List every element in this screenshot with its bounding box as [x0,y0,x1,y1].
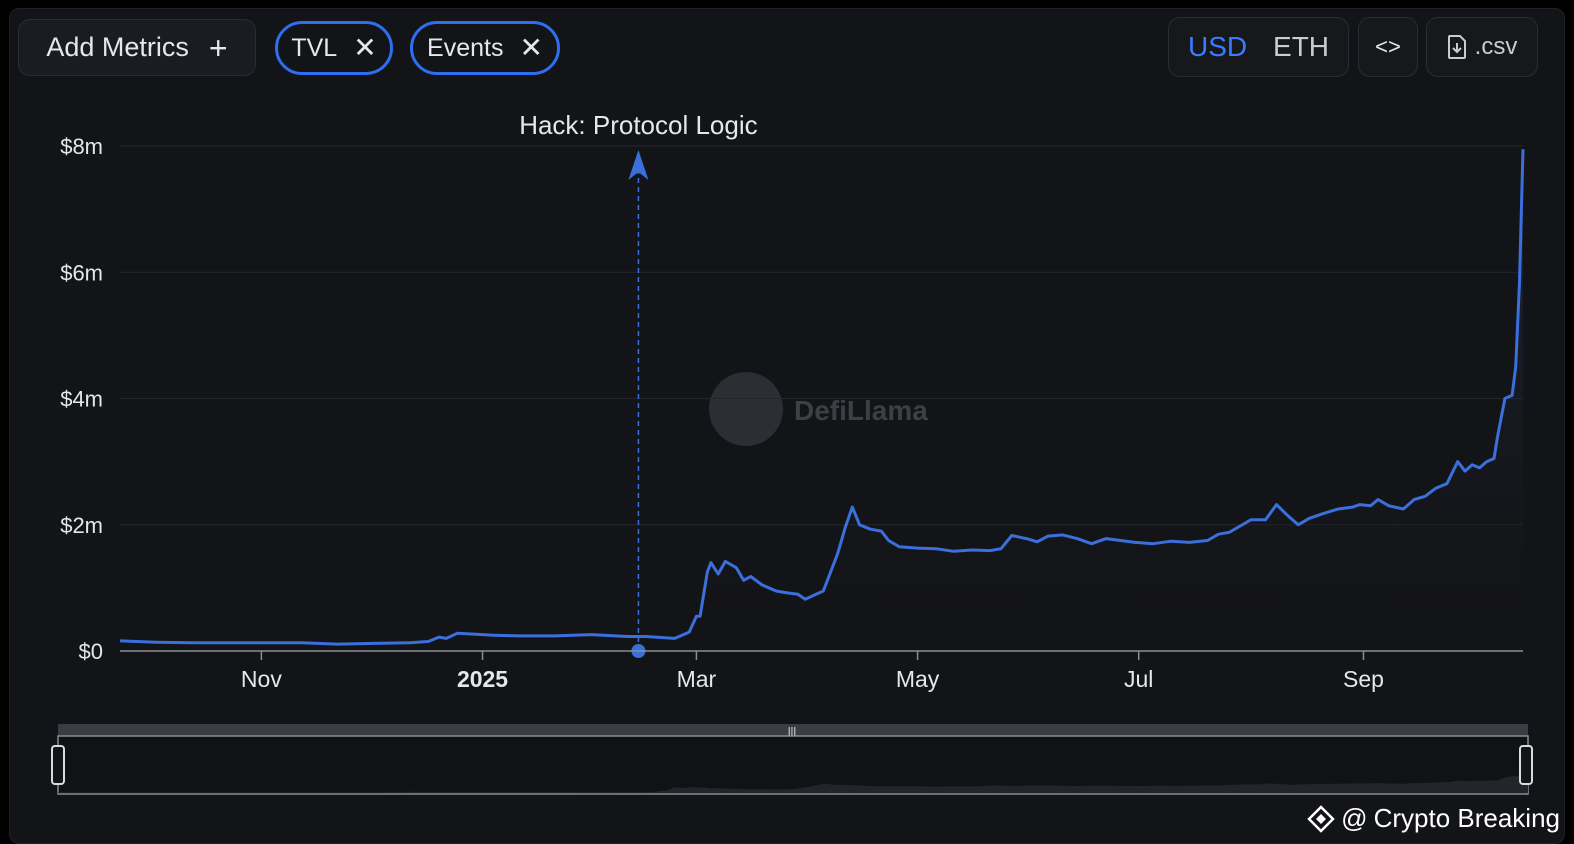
x-tick-label: 2025 [457,666,508,692]
event-label: Hack: Protocol Logic [519,110,757,140]
defillama-watermark: DefiLlama [709,372,928,446]
y-tick-label: $2m [60,513,103,538]
y-tick-label: $6m [60,260,103,285]
x-tick-label: Jul [1124,666,1153,692]
credit: @ Crypto Breaking [1307,803,1560,834]
range-slider-preview [58,760,1528,793]
credit-text: Crypto Breaking [1373,803,1560,833]
code-icon: <> [1375,34,1401,59]
tvl-tag-label: TVL [291,33,338,62]
close-icon[interactable]: ✕ [353,32,377,63]
y-tick-label: $4m [60,387,103,412]
range-handle-left[interactable] [51,745,65,785]
x-tick-label: May [896,666,940,692]
range-handle-right[interactable] [1519,745,1533,785]
credit-at: @ [1341,803,1368,833]
currency-toggle: USD ETH [1168,17,1349,77]
tvl-tag[interactable]: TVL ✕ [275,21,393,75]
watermark-text: DefiLlama [794,395,928,426]
close-icon[interactable]: ✕ [519,32,543,63]
tvl-area [120,149,1523,651]
events-tag-label: Events [427,33,504,62]
tvl-line [119,149,1525,646]
y-tick-label: $0 [79,639,103,664]
range-slider-track[interactable] [58,724,1528,736]
currency-eth-button[interactable]: ETH [1273,31,1330,62]
add-metrics-button[interactable]: Add Metrics + [18,19,256,76]
events-tag[interactable]: Events ✕ [410,21,560,75]
chart-panel [9,8,1565,844]
embed-button[interactable]: <> [1358,17,1418,77]
add-metrics-label: Add Metrics [46,32,189,62]
y-tick-label: $8m [60,134,103,159]
currency-usd-button[interactable]: USD [1187,31,1248,62]
download-csv-button[interactable]: .csv [1426,17,1538,77]
diamond-logo-icon [1307,804,1335,833]
range-slider[interactable]: ||| [51,724,1533,795]
event-arrow-icon [628,150,649,180]
x-tick-label: Sep [1343,666,1384,692]
range-grip-icon[interactable]: ||| [788,726,797,738]
download-file-icon [1447,35,1466,59]
plus-icon: + [208,29,228,66]
llama-logo-icon [709,372,783,446]
csv-label: .csv [1474,33,1518,60]
x-tick-label: Mar [677,666,717,692]
x-tick-label: Nov [241,666,282,692]
